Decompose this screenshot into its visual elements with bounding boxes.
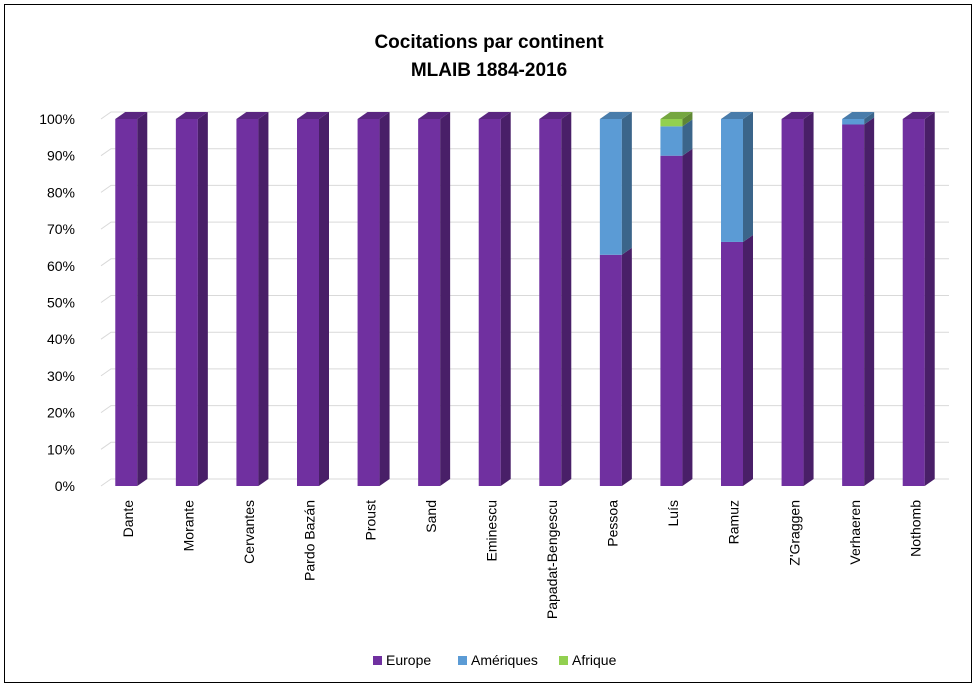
bar-segment bbox=[842, 117, 875, 486]
gridline bbox=[100, 405, 949, 414]
legend-swatch bbox=[373, 656, 382, 665]
bars-layer bbox=[115, 112, 935, 486]
bar-segment bbox=[539, 112, 572, 486]
x-tick-label: Pessoa bbox=[605, 500, 621, 547]
bar-segment bbox=[721, 112, 753, 242]
x-tick-label: Luís bbox=[665, 500, 681, 526]
bar-segment bbox=[175, 112, 208, 486]
x-tick-label: Papadat-Bengescu bbox=[544, 500, 560, 619]
x-tick-label: Ramuz bbox=[726, 500, 742, 544]
x-axis-ticks: Dante Morante Cervantes Pardo Bazán Proust Sa… bbox=[120, 500, 923, 619]
x-tick-label: Z'Graggen bbox=[786, 500, 802, 566]
y-tick-label: 50% bbox=[47, 295, 75, 311]
bar-segment bbox=[478, 112, 511, 486]
y-tick-label: 30% bbox=[47, 368, 75, 384]
gridline bbox=[100, 295, 949, 303]
y-tick-label: 90% bbox=[47, 148, 75, 164]
gridline bbox=[100, 368, 949, 377]
x-tick-label: Dante bbox=[120, 500, 136, 538]
gridline bbox=[100, 258, 949, 267]
chart-svg: Cocitations par continent MLAIB 1884-201… bbox=[39, 32, 949, 668]
grid-layer bbox=[100, 111, 949, 487]
bar-segment bbox=[660, 119, 693, 156]
chart-title: Cocitations par continent bbox=[374, 32, 604, 53]
legend-swatch bbox=[559, 656, 568, 665]
bar-segment bbox=[297, 112, 329, 486]
x-tick-label: Eminescu bbox=[483, 500, 499, 561]
y-axis-ticks: 0% 10% 20% 30% 40% 50% 60% 70% 80% 90% 100% bbox=[39, 111, 75, 494]
gridline bbox=[100, 441, 949, 450]
y-tick-label: 60% bbox=[47, 258, 75, 274]
x-tick-label: Cervantes bbox=[241, 500, 257, 564]
y-tick-label: 20% bbox=[47, 405, 75, 421]
gridline bbox=[100, 221, 949, 230]
bar-segment bbox=[418, 112, 451, 486]
bar-segment bbox=[357, 112, 390, 486]
y-tick-label: 40% bbox=[47, 331, 75, 347]
chart-frame: Cocitations par continent MLAIB 1884-201… bbox=[4, 4, 972, 683]
gridline bbox=[100, 331, 949, 340]
y-tick-label: 10% bbox=[47, 441, 75, 457]
gridline bbox=[100, 478, 949, 487]
y-tick-label: 70% bbox=[47, 221, 75, 237]
legend-swatch bbox=[458, 656, 467, 665]
legend-label: Amériques bbox=[471, 652, 538, 668]
legend-entry: Afrique bbox=[559, 652, 617, 668]
legend-entry: Europe bbox=[373, 652, 431, 668]
gridline bbox=[100, 111, 949, 120]
bar-segment bbox=[660, 148, 693, 486]
bar-segment bbox=[599, 112, 632, 255]
bar-segment bbox=[660, 112, 693, 127]
y-tick-label: 80% bbox=[47, 184, 75, 200]
bar-segment bbox=[902, 112, 935, 486]
x-tick-label: Morante bbox=[181, 500, 197, 552]
bar-segment bbox=[842, 112, 875, 125]
bar-segment bbox=[236, 112, 269, 486]
x-tick-label: Proust bbox=[362, 500, 378, 541]
x-tick-label: Sand bbox=[423, 500, 439, 533]
y-tick-label: 100% bbox=[39, 111, 75, 127]
legend-label: Europe bbox=[386, 652, 431, 668]
x-tick-label: Nothomb bbox=[907, 500, 923, 557]
x-tick-label: Pardo Bazán bbox=[302, 500, 318, 581]
legend-label: Afrique bbox=[572, 652, 617, 668]
y-tick-label: 0% bbox=[55, 478, 75, 494]
bar-segment bbox=[115, 112, 148, 486]
chart-subtitle: MLAIB 1884-2016 bbox=[411, 60, 567, 81]
gridline bbox=[100, 148, 949, 157]
bar-segment bbox=[599, 247, 632, 486]
x-tick-label: Verhaeren bbox=[847, 500, 863, 565]
legend: Europe Amériques Afrique bbox=[373, 652, 617, 668]
gridline bbox=[100, 184, 949, 193]
legend-entry: Amériques bbox=[458, 652, 538, 668]
bar-segment bbox=[721, 234, 753, 486]
bar-segment bbox=[781, 112, 814, 486]
